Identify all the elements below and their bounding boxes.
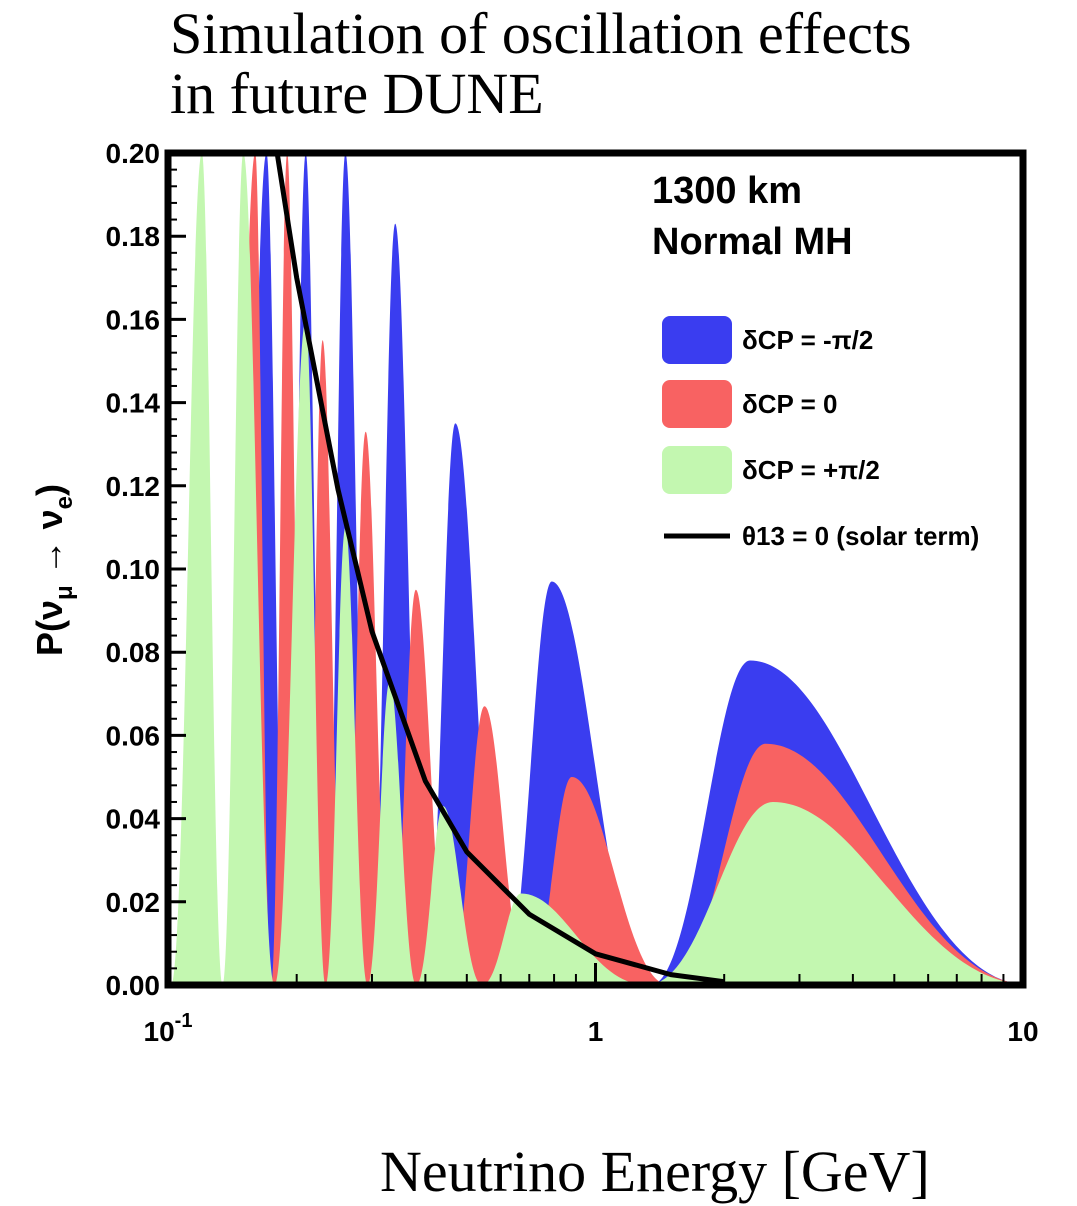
x-axis: 10-1 1 10 bbox=[144, 963, 1039, 1047]
probability-bands bbox=[171, 153, 1023, 985]
svg-text:P(νμ → νe): P(νμ → νe) bbox=[29, 484, 78, 656]
y-tick-label: 0.16 bbox=[106, 304, 161, 335]
band-3-lobe-4 bbox=[325, 527, 368, 985]
x-axis-title: Neutrino Energy [GeV] bbox=[380, 1139, 930, 1204]
band-3-lobe-8 bbox=[647, 801, 1023, 985]
band-3-lobe-1 bbox=[171, 153, 223, 985]
legend-swatch bbox=[662, 316, 732, 364]
band-3-lobe-3 bbox=[274, 319, 326, 985]
legend-label: θ13 = 0 (solar term) bbox=[742, 521, 979, 551]
hierarchy-label: Normal MH bbox=[652, 221, 853, 263]
y-tick-label: 0.00 bbox=[106, 970, 161, 1001]
y-tick-label: 0.06 bbox=[106, 720, 161, 751]
y-tick-label: 0.12 bbox=[106, 471, 161, 502]
legend-swatch bbox=[662, 446, 732, 494]
legend-swatch bbox=[662, 380, 732, 428]
legend: δCP = -π/2 δCP = 0 δCP = +π/2 θ13 = 0 (sola… bbox=[662, 316, 979, 551]
solar-term-curve bbox=[274, 153, 725, 985]
y-tick-label: 0.08 bbox=[106, 637, 161, 668]
legend-label: δCP = -π/2 bbox=[742, 325, 873, 355]
x-tick-label: 10-1 bbox=[144, 1010, 193, 1047]
legend-label: δCP = +π/2 bbox=[742, 455, 880, 485]
band-3-lobe-5 bbox=[367, 681, 417, 985]
band-2-lobe-6 bbox=[450, 706, 529, 985]
chart-title: Simulation of oscillation effects in fut… bbox=[170, 1, 912, 126]
y-tick-label: 0.04 bbox=[106, 804, 161, 835]
y-tick-label: 0.18 bbox=[106, 221, 161, 252]
band-3-lobe-7 bbox=[482, 893, 648, 985]
legend-label: δCP = 0 bbox=[742, 389, 838, 419]
x-tick-label: 1 bbox=[588, 1016, 604, 1047]
band-3-lobe-2 bbox=[222, 153, 275, 985]
y-tick-label: 0.02 bbox=[106, 887, 161, 918]
y-tick-label: 0.10 bbox=[106, 554, 161, 585]
solar-term-curve-group bbox=[274, 153, 725, 985]
baseline-label: 1300 km bbox=[652, 170, 802, 212]
y-tick-label: 0.14 bbox=[106, 388, 161, 419]
y-tick-label: 0.20 bbox=[106, 138, 161, 169]
band-3 bbox=[171, 153, 1023, 985]
band-3-lobe-6 bbox=[416, 806, 483, 985]
y-axis: 0.00 0.02 0.04 0.06 0.08 0.10 0.12 0.14 0.16 0.18… bbox=[106, 138, 186, 1001]
y-axis-label: P(νμ → νe) bbox=[29, 484, 78, 656]
x-tick-label: 10 bbox=[1007, 1016, 1038, 1047]
